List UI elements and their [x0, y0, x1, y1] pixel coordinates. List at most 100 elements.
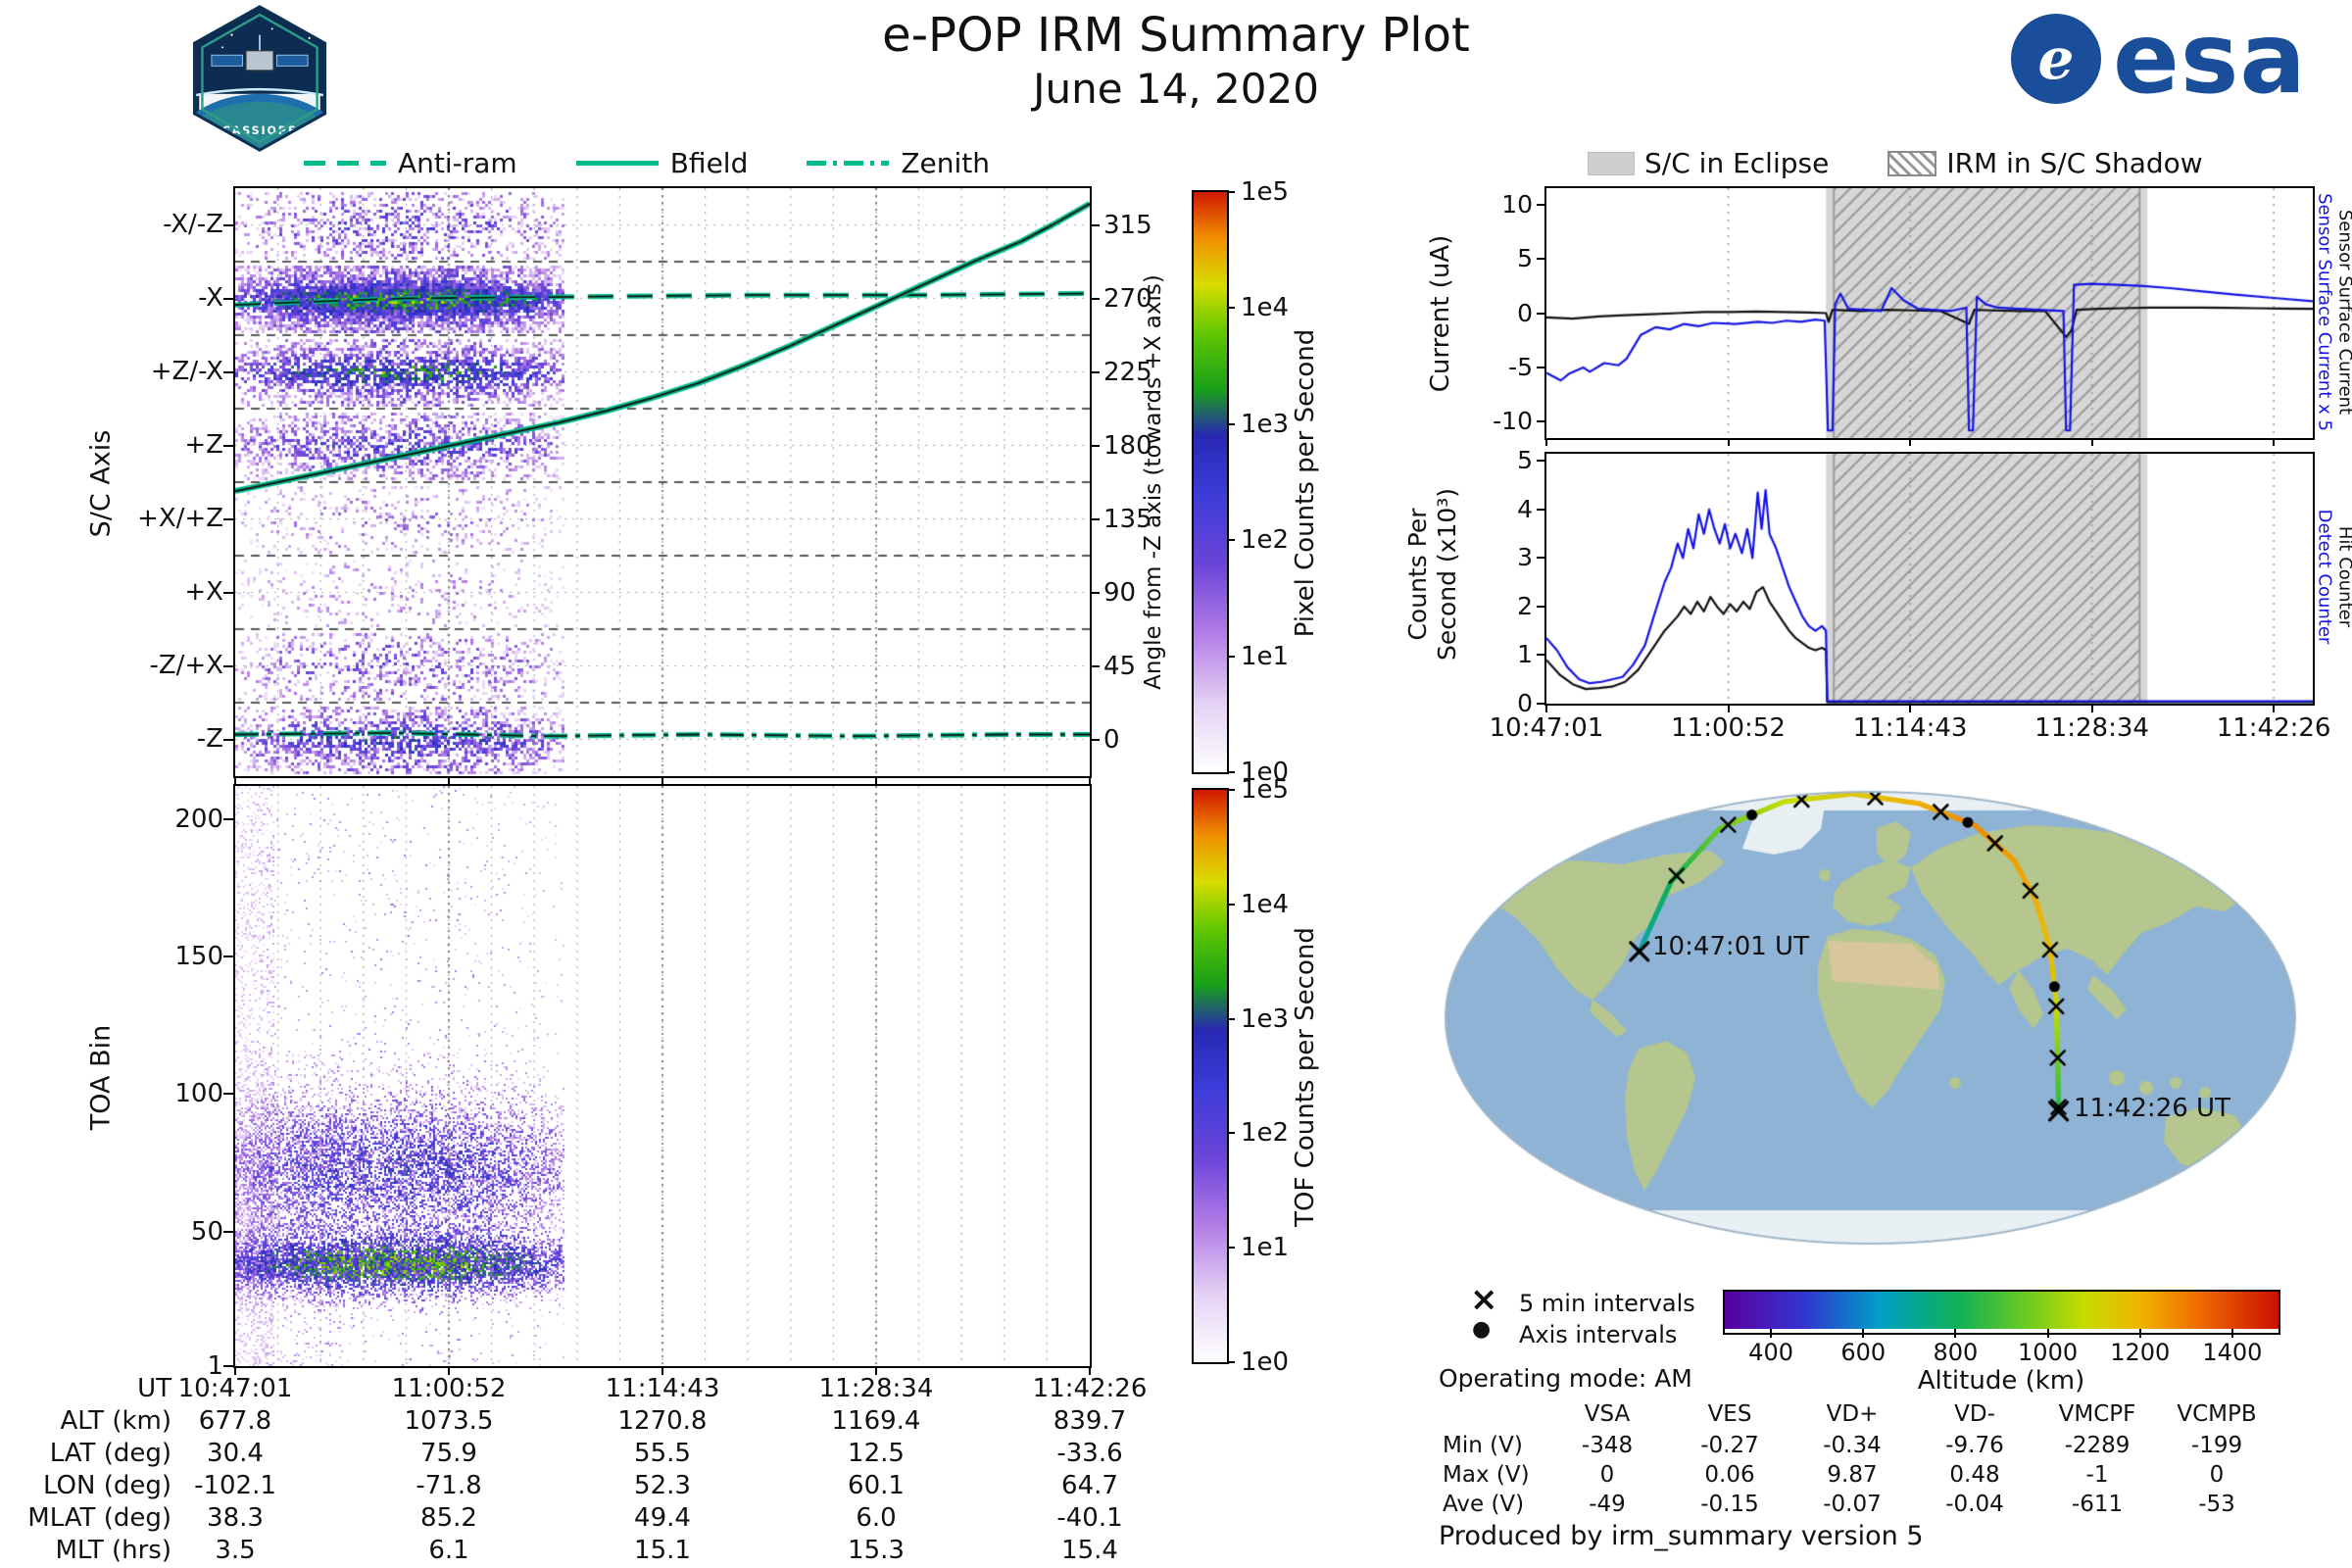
ephemeris-row-label: ALT (km) [60, 1406, 172, 1436]
tick-mark [1537, 605, 1546, 608]
tof-colorbar-tick-label: 1e3 [1241, 1004, 1290, 1034]
tick-mark [1090, 297, 1100, 300]
tick-mark [1545, 704, 1547, 712]
voltage-value: 0.48 [1949, 1462, 2000, 1488]
pixel-counts-colorbar [1192, 190, 1229, 774]
voltage-value: 9.87 [1827, 1462, 1878, 1488]
voltage-column-header: VD- [1954, 1401, 1995, 1427]
ephemeris-value: 11:42:26 [1032, 1374, 1148, 1403]
time-tick-label: 11:14:43 [1852, 713, 1968, 743]
voltage-value: -199 [2190, 1433, 2243, 1458]
tick-mark [1909, 438, 1912, 446]
tick-mark [223, 1230, 233, 1233]
angle-tick-label: 270 [1103, 283, 1152, 314]
voltage-column-header: VD+ [1826, 1401, 1879, 1427]
angle-tick-label: 135 [1103, 504, 1152, 534]
toa-spectrogram-canvas [235, 786, 1090, 1366]
tick-mark [1537, 703, 1546, 705]
counts-ylabel-line2: Second (x10³) [1433, 487, 1461, 662]
tof-counts-colorbar [1192, 788, 1229, 1364]
tick-mark [1227, 539, 1235, 542]
tick-mark [1227, 1361, 1235, 1363]
dot-marker-label: Axis intervals [1519, 1321, 1678, 1348]
patch-solar-panel-left [211, 54, 244, 67]
voltage-value: -0.27 [1700, 1433, 1759, 1458]
counts-tick-label: 5 [1517, 446, 1533, 475]
tick-mark [1954, 1329, 1957, 1338]
ephemeris-value: 60.1 [848, 1471, 905, 1500]
pixel-colorbar-tick-label: 1e1 [1241, 641, 1290, 671]
voltage-column-header: VES [1707, 1401, 1752, 1427]
tof-colorbar-tick-label: 1e1 [1241, 1233, 1290, 1263]
tick-mark [1545, 438, 1547, 446]
angle-tick-label: 315 [1103, 210, 1152, 240]
current-tick-label: 10 [1501, 189, 1533, 219]
line-legend: Anti-ram Bfield Zenith [304, 147, 990, 179]
ephemeris-value: 38.3 [207, 1503, 264, 1533]
tick-mark [223, 517, 233, 520]
angle-axis-label: Angle from -Z axis (towards +X axis) [1141, 274, 1166, 690]
patch-mission-name: CASSIOPE [222, 124, 298, 137]
tick-mark [1090, 517, 1100, 520]
pixel-colorbar-tick-label: 1e5 [1241, 177, 1290, 207]
tick-mark [223, 223, 233, 226]
ephemeris-value: 6.1 [428, 1536, 469, 1565]
tick-mark [1537, 366, 1546, 368]
altitude-tick-label: 400 [1748, 1339, 1793, 1366]
altitude-colorbar-canvas [1725, 1292, 2278, 1329]
tick-mark [1909, 704, 1912, 712]
sc-axis-category-label: +X [184, 576, 223, 607]
counts-tick-label: 0 [1517, 689, 1533, 717]
ephemeris-value: 839.7 [1053, 1406, 1127, 1436]
sc-axis-spectrogram-canvas [235, 188, 1090, 776]
tof-colorbar-label: TOF Counts per Second [1291, 927, 1320, 1227]
tick-mark [1537, 508, 1546, 511]
toa-tick-label: 50 [190, 1216, 223, 1247]
altitude-tick-label: 1000 [2018, 1339, 2079, 1366]
esa-wordmark: esa [2113, 1, 2307, 116]
tick-mark [1089, 1366, 1091, 1375]
ephemeris-value: -71.8 [416, 1471, 482, 1500]
tick-mark [1089, 776, 1091, 785]
voltage-value: -2289 [2064, 1433, 2131, 1458]
ephemeris-value: 15.1 [634, 1536, 691, 1565]
altitude-tick-label: 600 [1840, 1339, 1886, 1366]
voltage-value: -9.76 [1945, 1433, 2004, 1458]
voltage-column-header: VCMPB [2177, 1401, 2257, 1427]
tick-mark [2138, 1329, 2141, 1338]
voltage-value: -0.15 [1700, 1492, 1759, 1517]
voltage-value: -611 [2071, 1492, 2124, 1517]
tick-mark [1537, 557, 1546, 560]
page-date: June 14, 2020 [1033, 65, 1319, 113]
counts-ylabel: Counts Per Second (x10³) [1403, 408, 1462, 741]
tick-mark [223, 738, 233, 741]
ephemeris-value: 1270.8 [617, 1406, 708, 1436]
counts-ylabel-line1: Counts Per [1403, 508, 1432, 641]
time-tick-label: 11:00:52 [1671, 713, 1786, 743]
patch-solar-panel-right [275, 54, 309, 67]
page-title: e-POP IRM Summary Plot [882, 8, 1470, 63]
voltage-value: -53 [2198, 1492, 2235, 1517]
tick-mark [1862, 1329, 1865, 1338]
tick-mark [1537, 258, 1546, 261]
angle-tick-label: 90 [1103, 577, 1137, 608]
counters-panel [1544, 452, 2315, 706]
altitude-tick-label: 800 [1933, 1339, 1979, 1366]
ephemeris-value: 85.2 [420, 1503, 477, 1533]
anti-ram-line-sample [304, 161, 386, 166]
tick-mark [1537, 312, 1546, 315]
esa-logo-icon: e [2011, 14, 2101, 104]
ephemeris-value: -33.6 [1056, 1439, 1123, 1468]
tick-mark [1227, 191, 1235, 193]
tick-mark [1227, 655, 1235, 658]
voltage-value: -0.34 [1823, 1433, 1882, 1458]
voltage-column-header: VSA [1584, 1401, 1631, 1427]
tick-mark [234, 1366, 236, 1375]
voltage-value: -0.07 [1823, 1492, 1882, 1517]
ephemeris-value: 55.5 [634, 1439, 691, 1468]
voltage-value: -1 [2085, 1462, 2109, 1488]
tick-mark [1727, 704, 1730, 712]
tick-mark [223, 444, 233, 447]
tof-colorbar-tick-label: 1e4 [1241, 889, 1290, 919]
tick-mark [1227, 1247, 1235, 1250]
